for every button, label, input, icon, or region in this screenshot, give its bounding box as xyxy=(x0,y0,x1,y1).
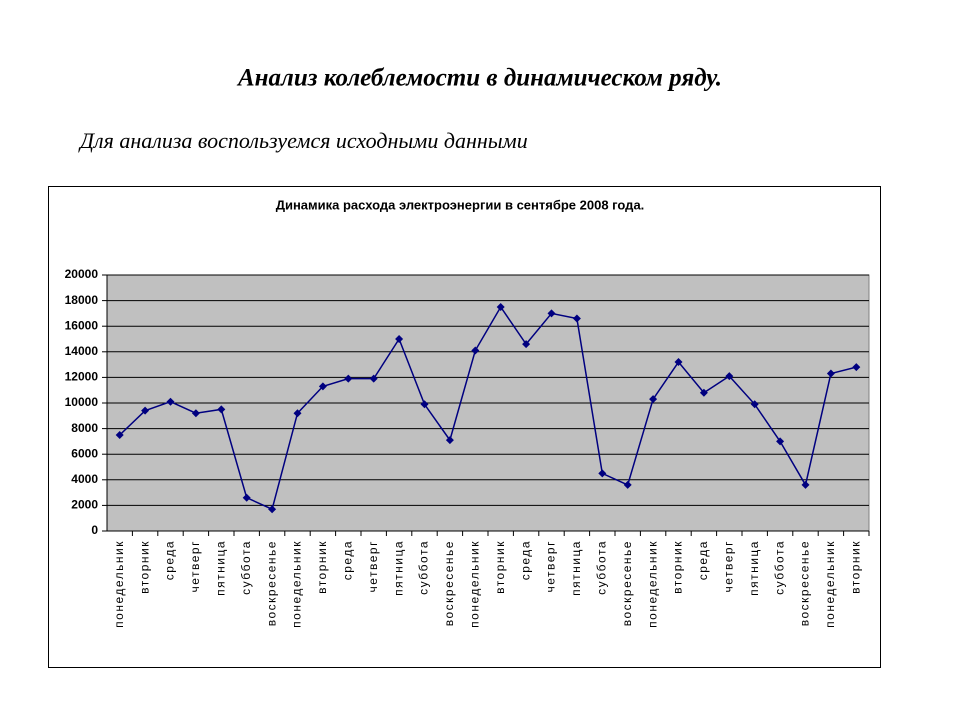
point-marker xyxy=(522,340,531,349)
x-tick-label: вторник xyxy=(671,540,685,594)
y-tick-label: 6000 xyxy=(71,446,98,460)
point-marker xyxy=(547,309,556,318)
point-marker xyxy=(115,431,124,439)
point-marker xyxy=(674,358,683,367)
x-tick-label: четверг xyxy=(544,540,558,593)
point-marker xyxy=(293,409,302,418)
x-tick-label: понедельник xyxy=(467,540,481,628)
point-marker xyxy=(268,505,277,514)
point-marker xyxy=(217,405,226,414)
point-marker xyxy=(725,372,734,381)
x-tick-label: суббота xyxy=(772,540,786,595)
y-tick-label: 20000 xyxy=(65,267,99,281)
point-marker xyxy=(649,395,658,404)
point-marker xyxy=(166,397,175,406)
point-marker xyxy=(420,400,429,409)
x-tick-label: четверг xyxy=(721,540,735,593)
x-tick-label: среда xyxy=(163,540,177,580)
point-marker xyxy=(369,374,378,383)
point-marker xyxy=(191,409,200,418)
point-marker xyxy=(699,388,708,397)
point-marker xyxy=(344,374,353,383)
x-tick-label: понедельник xyxy=(823,540,837,628)
y-tick-label: 14000 xyxy=(65,344,99,358)
point-marker xyxy=(623,480,632,489)
y-tick-label: 12000 xyxy=(65,370,99,384)
y-tick-label: 4000 xyxy=(71,472,98,486)
point-marker xyxy=(826,369,835,378)
x-tick-label: суббота xyxy=(239,540,253,595)
point-marker xyxy=(852,363,861,372)
x-tick-label: суббота xyxy=(417,540,431,595)
x-tick-label: воскресенье xyxy=(264,540,278,626)
y-tick-label: 2000 xyxy=(71,498,98,512)
x-tick-label: среда xyxy=(696,540,710,580)
point-marker xyxy=(801,480,810,489)
x-tick-label: понедельник xyxy=(112,540,126,628)
point-marker xyxy=(445,436,454,445)
x-tick-label: воскресенье xyxy=(620,540,634,626)
point-marker xyxy=(242,493,251,502)
x-tick-label: пятница xyxy=(391,540,405,596)
y-tick-label: 16000 xyxy=(65,318,99,332)
x-tick-label: суббота xyxy=(594,540,608,595)
x-tick-label: понедельник xyxy=(645,540,659,628)
x-tick-label: воскресенье xyxy=(442,540,456,626)
x-tick-label: вторник xyxy=(315,540,329,594)
x-tick-label: четверг xyxy=(188,540,202,593)
subheading: Для анализа воспользуемся исходными данн… xyxy=(78,128,528,153)
point-marker xyxy=(750,400,759,409)
y-tick-label: 10000 xyxy=(65,395,99,409)
x-tick-label: среда xyxy=(518,540,532,580)
x-tick-label: вторник xyxy=(848,540,862,594)
point-marker xyxy=(141,406,150,415)
heading: Анализ колеблемости в динамическом ряду. xyxy=(236,65,722,92)
chart-title: Динамика расхода электроэнергии в сентяб… xyxy=(276,197,645,212)
point-marker xyxy=(318,382,327,391)
point-marker xyxy=(395,335,404,343)
point-marker xyxy=(471,346,480,355)
point-marker xyxy=(496,303,505,311)
x-tick-label: четверг xyxy=(366,540,380,593)
point-marker xyxy=(598,469,607,478)
series-line xyxy=(119,305,857,511)
x-tick-label: понедельник xyxy=(290,540,304,628)
y-tick-label: 18000 xyxy=(65,293,99,307)
x-tick-label: воскресенье xyxy=(798,540,812,626)
x-tick-label: вторник xyxy=(493,540,507,594)
x-tick-label: среда xyxy=(340,540,354,580)
x-tick-label: вторник xyxy=(137,540,151,594)
point-marker xyxy=(776,437,785,446)
point-marker xyxy=(572,314,581,323)
y-tick-label: 0 xyxy=(91,523,98,537)
x-tick-label: пятница xyxy=(747,540,761,596)
y-tick-label: 8000 xyxy=(71,421,98,435)
x-tick-label: пятница xyxy=(569,540,583,596)
x-tick-label: пятница xyxy=(213,540,227,596)
